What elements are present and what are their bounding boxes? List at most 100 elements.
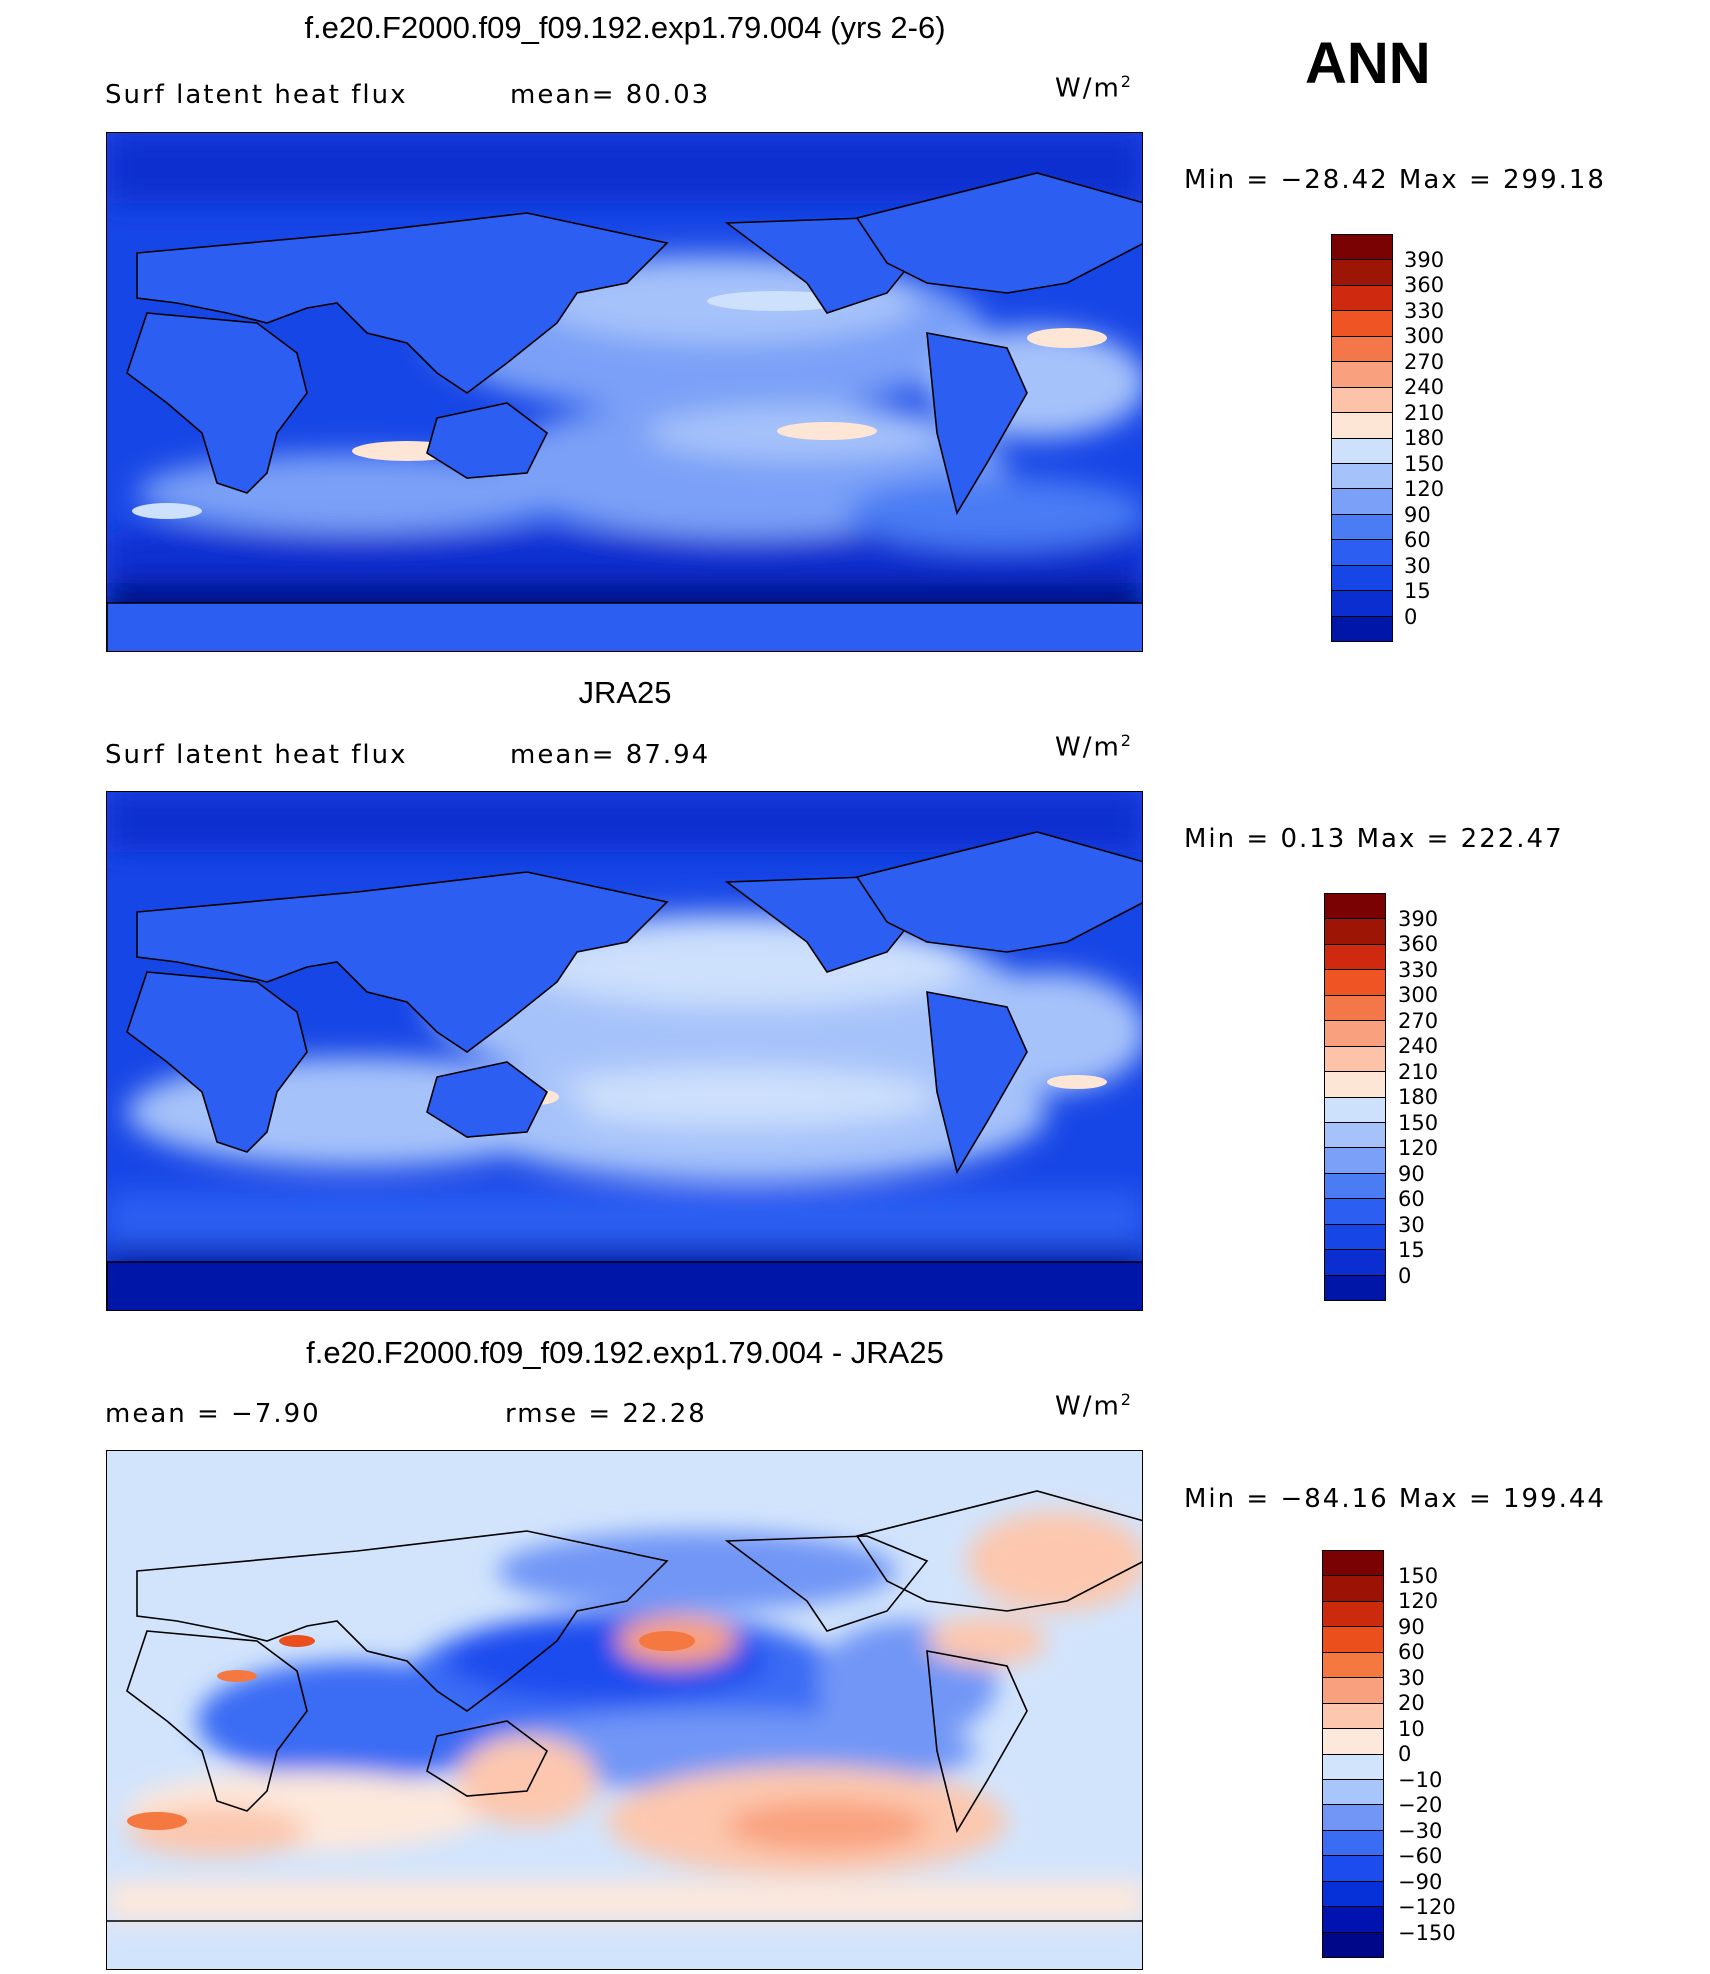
colorbar-label: 180 <box>1398 1085 1439 1109</box>
colorbar-segment <box>1332 362 1392 388</box>
panel-1-units: W/m2 <box>1055 72 1133 104</box>
panel-3-minmax: Min = −84.16 Max = 199.44 <box>1184 1484 1606 1514</box>
colorbar-segment <box>1332 616 1392 641</box>
colorbar-segment <box>1325 944 1385 971</box>
colorbar-label: −30 <box>1398 1818 1443 1843</box>
colorbar-segment <box>1332 336 1392 363</box>
panel-3-map-svg <box>107 1451 1142 1969</box>
panel-1-map-svg <box>107 133 1142 651</box>
colorbar-segment <box>1325 1046 1385 1073</box>
colorbar-segment <box>1325 995 1385 1022</box>
panel-3-title: f.e20.F2000.f09_f09.192.exp1.79.004 - JR… <box>306 1335 944 1370</box>
colorbar-segment <box>1323 1576 1383 1602</box>
colorbar-segment <box>1323 1932 1383 1957</box>
colorbar-segment <box>1332 235 1392 261</box>
colorbar-label: 270 <box>1404 349 1445 374</box>
colorbar-label: 0 <box>1404 604 1418 629</box>
colorbar-segment <box>1325 1072 1385 1098</box>
colorbar-label: 20 <box>1398 1691 1425 1715</box>
colorbar-segment <box>1323 1754 1383 1780</box>
colorbar-segment <box>1325 919 1385 945</box>
colorbar-segment <box>1332 463 1392 490</box>
colorbar-segment <box>1323 1881 1383 1908</box>
panel-3-map <box>106 1450 1143 1970</box>
colorbar-segment <box>1323 1652 1383 1679</box>
panel-2-minmax: Min = 0.13 Max = 222.47 <box>1184 824 1564 854</box>
colorbar-segment <box>1325 1021 1385 1047</box>
colorbar-label: 120 <box>1398 1136 1439 1160</box>
colorbar-label: 150 <box>1404 451 1445 476</box>
colorbar-label: 60 <box>1398 1640 1425 1664</box>
colorbar-label: 90 <box>1398 1614 1425 1639</box>
colorbar-segment <box>1323 1601 1383 1628</box>
colorbar-label: 120 <box>1398 1589 1439 1613</box>
colorbar-segment <box>1332 413 1392 439</box>
panel-3-colorbar <box>1322 1550 1384 1958</box>
colorbar-label: −120 <box>1398 1895 1456 1919</box>
colorbar-segment <box>1325 1173 1385 1200</box>
colorbar-label: 30 <box>1404 553 1431 578</box>
colorbar-segment <box>1323 1729 1383 1755</box>
colorbar-segment <box>1332 260 1392 286</box>
colorbar-segment <box>1323 1830 1383 1857</box>
panel-2-map-svg <box>107 792 1142 1310</box>
colorbar-label: 30 <box>1398 1212 1425 1237</box>
colorbar-label: 330 <box>1398 957 1439 982</box>
panel-1-title: f.e20.F2000.f09_f09.192.exp1.79.004 (yrs… <box>304 10 946 45</box>
panel-3-colorbar-labels: 150 120 90 60 30 20 10 0 −10 −20 −30 −60 −90 −120 −150 <box>1398 1550 1488 1958</box>
colorbar-label: 210 <box>1398 1059 1439 1084</box>
colorbar-label: 300 <box>1398 983 1439 1007</box>
season-label: ANN <box>1305 31 1431 96</box>
panel-1-minmax: Min = −28.42 Max = 299.18 <box>1184 165 1606 195</box>
colorbar-label: −20 <box>1398 1793 1443 1817</box>
panel-2-title: JRA25 <box>578 675 672 710</box>
colorbar-segment <box>1332 311 1392 337</box>
colorbar-label: 240 <box>1404 375 1445 399</box>
colorbar-segment <box>1325 970 1385 996</box>
panel-2-mean: mean= 87.94 <box>510 740 711 770</box>
colorbar-label: −150 <box>1398 1920 1456 1945</box>
colorbar-label: 10 <box>1398 1716 1425 1741</box>
colorbar-label: 90 <box>1404 502 1431 527</box>
colorbar-segment <box>1325 1250 1385 1276</box>
colorbar-segment <box>1325 1148 1385 1174</box>
panel-3-mean: mean = −7.90 <box>105 1399 321 1429</box>
colorbar-segment <box>1325 1097 1385 1123</box>
panel-2-colorbar <box>1324 893 1386 1301</box>
colorbar-segment <box>1332 540 1392 566</box>
colorbar-label: 360 <box>1398 932 1439 956</box>
colorbar-segment <box>1323 1805 1383 1831</box>
colorbar-segment <box>1323 1779 1383 1806</box>
colorbar-label: 0 <box>1398 1742 1412 1766</box>
colorbar-segment <box>1323 1856 1383 1882</box>
colorbar-segment <box>1325 894 1385 920</box>
colorbar-segment <box>1332 285 1392 312</box>
panel-2-units: W/m2 <box>1055 731 1133 763</box>
colorbar-segment <box>1323 1678 1383 1704</box>
colorbar-segment <box>1332 489 1392 515</box>
colorbar-label: −60 <box>1398 1844 1443 1868</box>
colorbar-segment <box>1323 1551 1383 1577</box>
colorbar-label: 270 <box>1398 1008 1439 1033</box>
panel-1-colorbar <box>1331 234 1393 642</box>
colorbar-label: 15 <box>1404 579 1431 603</box>
colorbar-segment <box>1332 565 1392 592</box>
colorbar-label: 180 <box>1404 426 1445 450</box>
panel-2-variable-label: Surf latent heat flux <box>105 740 408 770</box>
colorbar-label: 210 <box>1404 400 1445 425</box>
colorbar-label: −10 <box>1398 1767 1443 1792</box>
colorbar-label: 15 <box>1398 1238 1425 1262</box>
panel-2-colorbar-labels: 390 360 330 300 270 240 210 180 150 120 90 60 30 15 0 <box>1398 893 1478 1301</box>
colorbar-segment <box>1323 1907 1383 1933</box>
colorbar-label: 30 <box>1398 1665 1425 1690</box>
colorbar-segment <box>1332 514 1392 541</box>
colorbar-label: 360 <box>1404 273 1445 297</box>
colorbar-label: 300 <box>1404 324 1445 348</box>
colorbar-segment <box>1323 1627 1383 1653</box>
panel-1-mean: mean= 80.03 <box>510 80 711 110</box>
panel-3-units: W/m2 <box>1055 1390 1133 1422</box>
colorbar-label: −90 <box>1398 1869 1443 1894</box>
colorbar-label: 60 <box>1404 528 1431 552</box>
panel-2-map <box>106 791 1143 1311</box>
colorbar-segment <box>1332 591 1392 617</box>
